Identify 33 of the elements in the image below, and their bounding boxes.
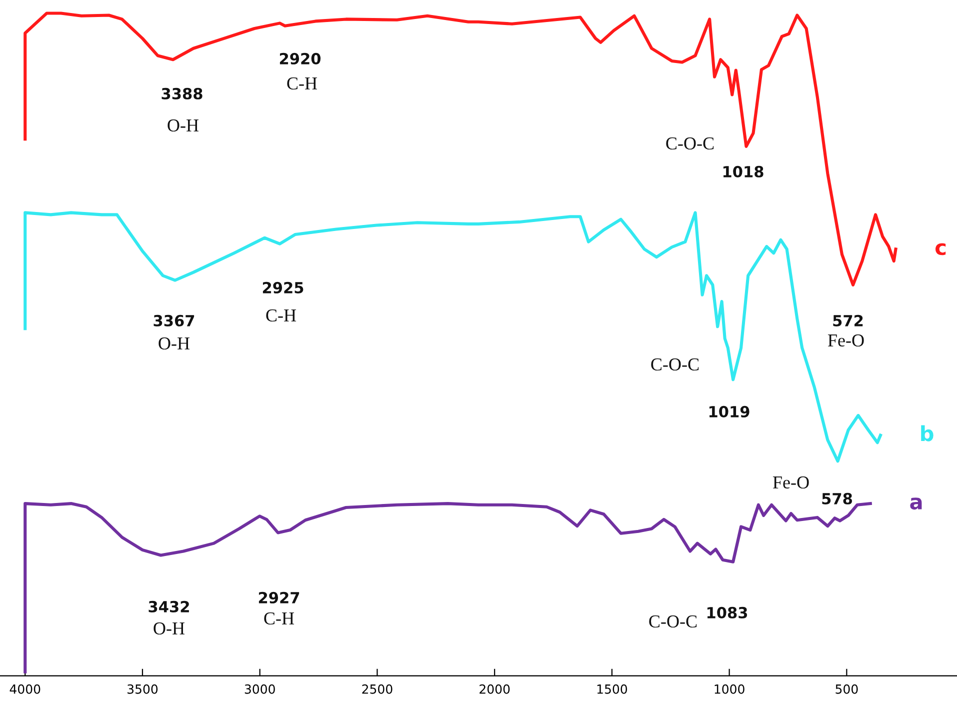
annotation: C-O-C xyxy=(666,137,714,150)
annotation: 1083 xyxy=(707,606,748,618)
x-tick-label: 2500 xyxy=(362,684,392,694)
annotation: 1018 xyxy=(723,166,764,178)
annotation: O-H xyxy=(158,337,190,350)
annotation: 2925 xyxy=(262,282,304,294)
x-tick-label: 1000 xyxy=(714,684,744,694)
annotation: 3432 xyxy=(148,600,189,612)
annotation: 2920 xyxy=(280,52,321,64)
annotation: C-H xyxy=(266,309,296,322)
x-tick-label: 1500 xyxy=(597,684,628,694)
x-tick-label: 500 xyxy=(836,684,858,694)
series-label: b xyxy=(921,425,934,442)
annotation: 3367 xyxy=(154,314,194,326)
series-label: a xyxy=(910,498,922,510)
annotation: Fe-O xyxy=(772,476,809,489)
annotation: C-O-C xyxy=(651,358,699,371)
x-tick-label: 3000 xyxy=(244,684,275,694)
x-tick-label: 3500 xyxy=(128,684,158,694)
series-label: c xyxy=(936,243,946,256)
x-tick-label: 2000 xyxy=(480,684,510,694)
annotation: C-O-C xyxy=(649,615,697,628)
annotation: 572 xyxy=(833,314,863,326)
annotation: 2927 xyxy=(258,592,300,604)
annotation: 1019 xyxy=(709,406,750,418)
annotation: 578 xyxy=(822,492,852,504)
annotation: O-H xyxy=(154,622,185,635)
annotation: Fe-O xyxy=(828,334,864,347)
annotation: 3388 xyxy=(162,88,202,100)
annotation: C-H xyxy=(287,77,318,90)
annotation: C-H xyxy=(264,612,294,625)
x-tick-label: 4000 xyxy=(10,684,40,694)
annotation: O-H xyxy=(168,119,199,132)
